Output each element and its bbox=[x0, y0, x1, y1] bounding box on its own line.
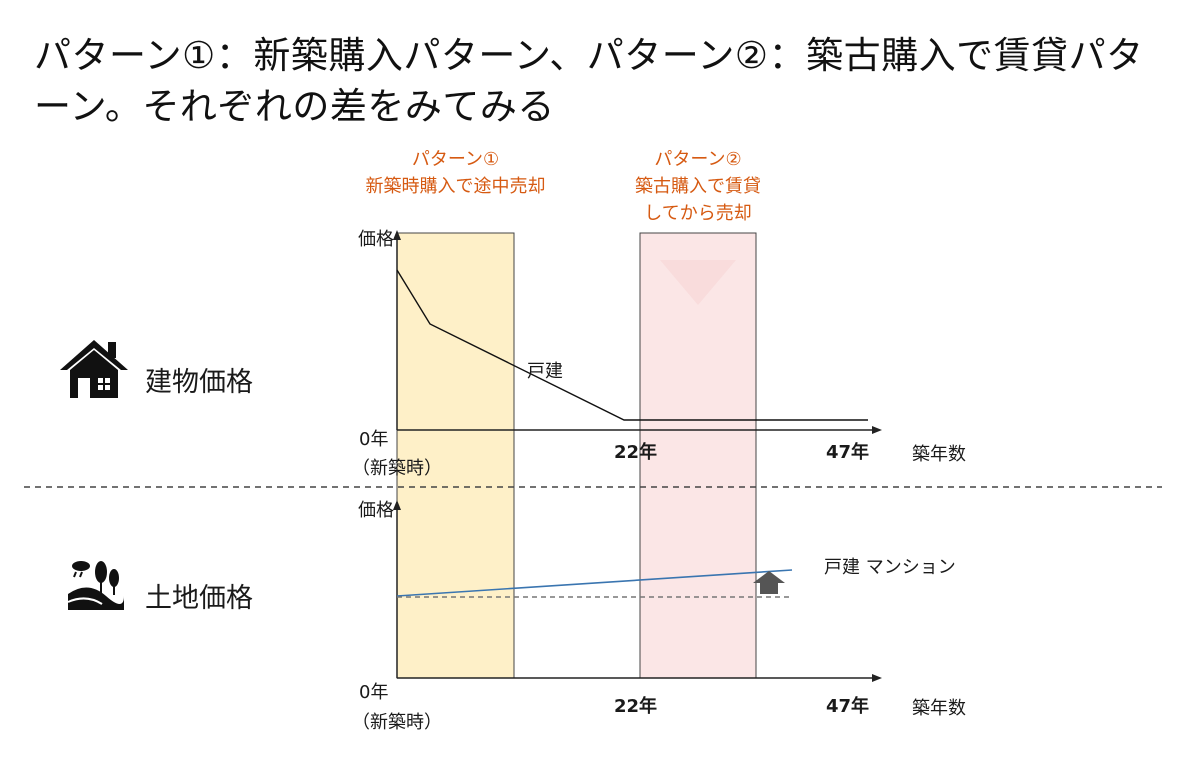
pattern2-name: パターン② bbox=[654, 149, 742, 170]
pattern1-band bbox=[396, 232, 515, 679]
building-origin-sublabel: （新築時） bbox=[352, 458, 442, 479]
land-tick-22: 22年 bbox=[614, 696, 658, 717]
landscape-icon bbox=[66, 560, 126, 616]
pattern2-desc-line2: してから売却 bbox=[644, 203, 752, 224]
increase-arrow-icon bbox=[753, 571, 785, 594]
building-y-axis-label: 価格 bbox=[358, 229, 394, 250]
pattern1-label: パターン① 新築時購入で途中売却 bbox=[318, 146, 593, 200]
land-tick-47: 47年 bbox=[826, 696, 870, 717]
pattern1-name: パターン① bbox=[411, 149, 500, 170]
pattern2-desc-line1: 築古購入で賃貸 bbox=[635, 176, 761, 197]
building-row-label: 建物価格 bbox=[145, 367, 253, 398]
pattern2-band-shade bbox=[660, 260, 736, 305]
pattern2-band bbox=[639, 232, 757, 679]
pattern2-label: パターン② 築古購入で賃貸 してから売却 bbox=[590, 146, 806, 227]
house-icon bbox=[58, 338, 130, 404]
slide-title: パターン①：新築購入パターン、パターン②：築古購入で賃貸パターン。それぞれの差を… bbox=[34, 34, 1144, 128]
land-series-label: 戸建 マンション bbox=[824, 557, 956, 578]
building-tick-47: 47年 bbox=[826, 442, 870, 463]
building-price-line bbox=[396, 269, 868, 421]
building-tick-22: 22年 bbox=[614, 442, 658, 463]
pattern1-desc: 新築時購入で途中売却 bbox=[365, 176, 546, 197]
land-x-axis-arrow bbox=[872, 674, 882, 682]
land-price-line bbox=[396, 569, 793, 597]
building-x-axis-label: 築年数 bbox=[912, 444, 966, 465]
land-origin-sublabel: （新築時） bbox=[352, 712, 442, 733]
land-x-axis-label: 築年数 bbox=[912, 698, 966, 719]
land-row-label: 土地価格 bbox=[145, 583, 253, 614]
building-x-axis-arrow bbox=[872, 426, 882, 434]
land-y-axis-arrow bbox=[393, 500, 401, 510]
land-origin-label: 0年 bbox=[359, 682, 389, 703]
building-origin-label: 0年 bbox=[359, 429, 389, 450]
building-y-axis-arrow bbox=[393, 230, 401, 240]
building-series-label: 戸建 bbox=[527, 361, 563, 382]
land-y-axis-label: 価格 bbox=[358, 500, 394, 521]
